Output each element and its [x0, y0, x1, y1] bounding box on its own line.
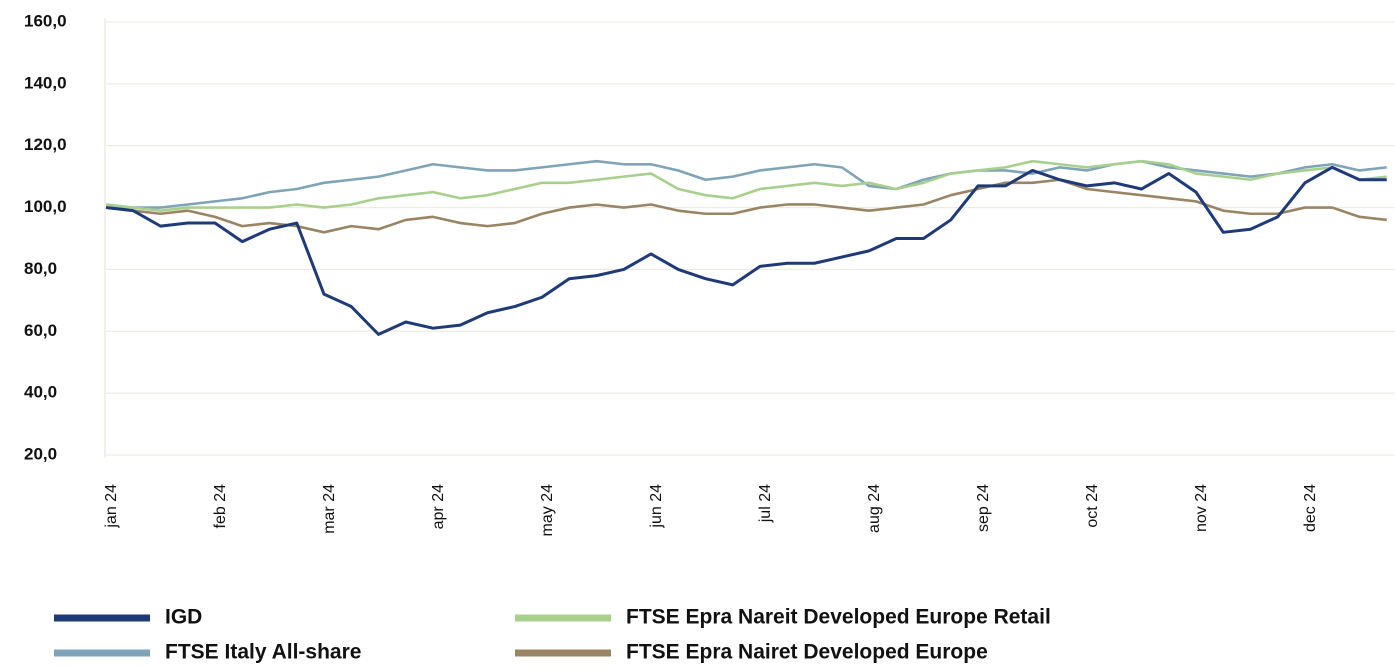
- series-line: [105, 165, 1387, 336]
- y-tick-label: 140,0: [24, 73, 67, 92]
- x-tick-label: sep 24: [975, 484, 992, 532]
- x-tick-label: apr 24: [430, 484, 447, 529]
- x-tick-label: feb 24: [212, 484, 229, 529]
- y-tick-label: 60,0: [24, 321, 57, 340]
- legend-label: IGD: [165, 606, 202, 629]
- x-tick-label: mar 24: [321, 484, 338, 534]
- legend-label: FTSE Epra Nairet Developed Europe: [626, 641, 988, 663]
- y-tick-label: 40,0: [24, 383, 57, 402]
- x-tick-label: nov 24: [1193, 484, 1210, 532]
- y-tick-label: 160,0: [24, 11, 67, 30]
- x-tick-label: jan 24: [103, 484, 120, 529]
- series-line: [105, 159, 1387, 212]
- series-line: [106, 159, 1387, 209]
- x-tick-label: oct 24: [1084, 484, 1101, 528]
- legend-label: FTSE Epra Nareit Developed Europe Retail: [626, 606, 1051, 629]
- y-tick-label: 120,0: [24, 135, 67, 154]
- x-tick-label: jul 24: [757, 484, 774, 523]
- x-tick-label: jun 24: [648, 484, 665, 529]
- x-tick-label: dec 24: [1302, 484, 1319, 532]
- x-tick-label: aug 24: [866, 484, 883, 533]
- x-tick-label: may 24: [539, 484, 556, 537]
- series-line: [105, 178, 1387, 234]
- y-tick-label: 100,0: [24, 197, 67, 216]
- y-tick-label: 80,0: [24, 259, 57, 278]
- y-tick-label: 20,0: [24, 444, 57, 463]
- legend-label: FTSE Italy All-share: [165, 641, 361, 663]
